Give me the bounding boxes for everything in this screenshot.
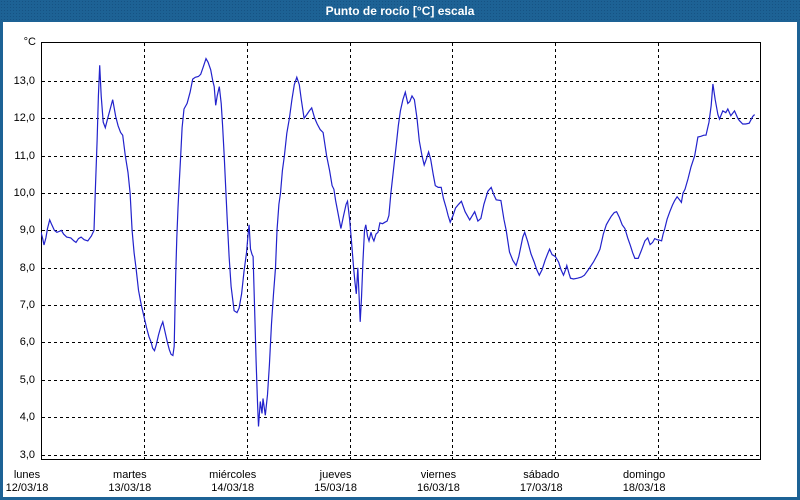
day-date: 14/03/18 <box>211 482 255 494</box>
day-date: 15/03/18 <box>314 482 357 494</box>
x-day-label: viernes 16/03/18 <box>393 469 483 494</box>
day-name: miércoles <box>209 469 257 481</box>
chart-title: Punto de rocío [°C] escala <box>325 4 475 18</box>
day-name: lunes <box>13 469 41 481</box>
x-day-label: domingo 18/03/18 <box>599 469 689 494</box>
y-tick-label: 3,0 <box>19 448 35 461</box>
y-tick-label: 5,0 <box>19 373 35 386</box>
day-date: 13/03/18 <box>108 482 152 494</box>
dewpoint-line <box>40 57 756 427</box>
y-tick-label: 6,0 <box>19 335 35 348</box>
x-day-label: lunes 12/03/18 <box>0 469 72 494</box>
day-date: 17/03/18 <box>519 482 563 494</box>
chart-canvas: °C 13,0 12,0 11,0 10,0 9,0 8,0 7,0 6,0 5,0 4,0 3,0… <box>3 22 797 497</box>
day-date: 18/03/18 <box>622 482 666 494</box>
x-day-label: jueves 15/03/18 <box>291 469 381 494</box>
y-tick-label: 7,0 <box>19 298 35 311</box>
plot-frame <box>41 42 761 460</box>
day-date: 12/03/18 <box>5 482 49 494</box>
y-tick-label: 11,0 <box>14 149 35 162</box>
dewpoint-chart-svg <box>40 42 761 460</box>
day-name: jueves <box>319 469 352 481</box>
y-tick-label: 10,0 <box>13 186 35 199</box>
day-name: viernes <box>420 469 457 481</box>
y-tick-label: 8,0 <box>19 261 35 274</box>
day-name: domingo <box>623 469 666 481</box>
plot-area <box>40 42 761 460</box>
y-tick-label: 4,0 <box>19 410 35 423</box>
x-day-label: martes 13/03/18 <box>85 469 175 494</box>
day-name: sábado <box>523 469 560 481</box>
y-tick-label: 9,0 <box>19 223 35 236</box>
y-tick-label: 12,0 <box>13 111 35 124</box>
y-axis-unit-label: °C <box>23 36 36 48</box>
y-tick-label: 13,0 <box>13 74 35 87</box>
day-name: martes <box>113 469 147 481</box>
x-day-label: sábado 17/03/18 <box>496 469 586 494</box>
x-day-label: miércoles 14/03/18 <box>188 469 278 494</box>
title-bar: Punto de rocío [°C] escala <box>0 0 800 22</box>
day-date: 16/03/18 <box>417 482 460 494</box>
